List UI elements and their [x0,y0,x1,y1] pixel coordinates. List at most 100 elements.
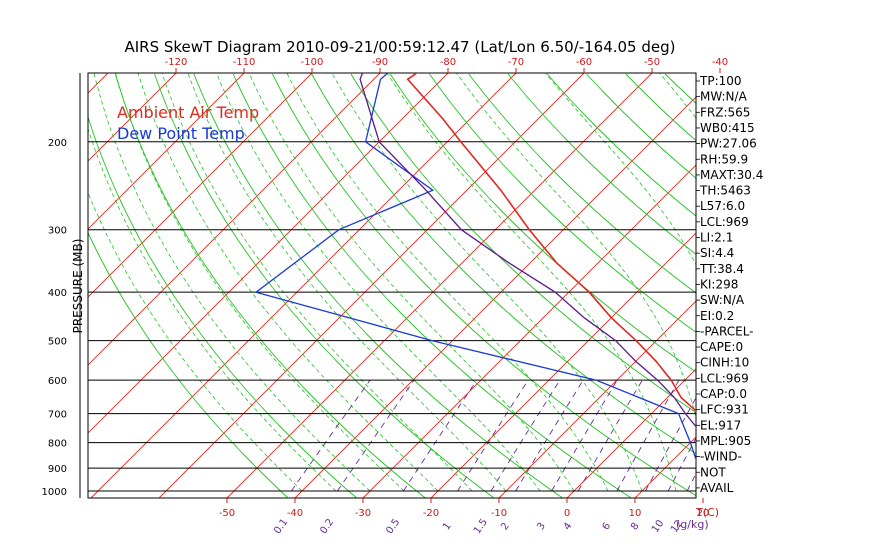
stability-index-label: -WIND- [700,450,742,464]
mixing-ratio-tick-label: 1.5 [472,517,490,536]
top-temp-tick-label: -70 [508,57,524,68]
bottom-temp-tick-label: -40 [287,508,303,519]
dry-adiabat-line [744,74,870,498]
stability-index-label: LCL:969 [700,371,749,385]
isotherm-line [88,73,177,162]
moist-adiabat-line [544,73,696,266]
mixing-ratio-tick-label: 1 [441,521,454,533]
moist-adiabat-line [216,73,541,492]
stability-index-label: TH:5463 [699,184,751,198]
chart-title: AIRS SkewT Diagram 2010-09-21/00:59:12.4… [124,38,675,56]
top-temp-tick-label: -110 [233,57,256,68]
dry-adiabat-line [88,115,357,498]
top-temp-tick-label: -60 [576,57,592,68]
bottom-temp-tick-label: -30 [355,508,371,519]
mixing-ratio-line [667,437,696,492]
top-temp-tick-label: -100 [301,57,324,68]
plot-frame [87,72,697,499]
pressure-tick-label: 800 [48,439,67,450]
isotherm-line [88,73,313,298]
ambient-air-temp-line [406,73,696,412]
mixing-ratio-tick-label: 0.1 [272,517,290,536]
legend-dew-point-temp: Dew Point Temp [117,124,245,143]
dry-adiabat-line [350,73,696,413]
moist-adiabat-line [187,73,507,492]
mixing-ratio-line [788,380,840,491]
stability-index-label: -PARCEL- [700,324,754,338]
bottom-temp-tick-label: 0 [564,508,570,519]
isotherm-line [566,368,696,498]
moist-adiabat-line [846,0,870,491]
stability-index-label: TT:38.4 [699,262,744,276]
dry-adiabat-line [507,73,696,255]
dry-adiabat-line [232,73,632,498]
dry-adiabat-line [546,73,696,217]
stability-index-label: FRZ:565 [700,105,750,119]
stability-index-label: LFC:931 [700,403,749,417]
stability-index-label: LI:2.1 [700,231,733,245]
mixing-ratio-tick-label: 0.5 [384,517,402,536]
stability-index-label: MAXT:30.4 [700,168,763,182]
isotherm-line [498,300,696,498]
stability-index-label: SI:4.4 [700,246,734,260]
isotherm-line [226,73,653,498]
mixing-ratio-tick-label: 10 [650,518,666,535]
stability-index-label: PW:27.06 [700,137,757,151]
moist-adiabat-line [733,0,828,491]
dry-adiabat-line [468,73,696,294]
isotherm-line [88,73,245,230]
moist-adiabat-line [93,73,371,492]
stability-index-label: MPL:905 [700,434,751,448]
mixing-ratio-tick-label: 3 [535,521,548,533]
dry-adiabat-line [783,74,870,498]
stability-index-label: EL:917 [700,418,741,432]
stability-index-label: MW:N/A [700,90,748,104]
isotherm-line [88,73,449,434]
bottom-temp-tick-label: 20 [697,508,710,519]
isotherm-line [362,164,696,498]
stability-index-label: CINH:10 [700,356,749,370]
mixing-ratio-line [337,379,415,492]
legend-ambient-air-temp: Ambient Air Temp [117,103,259,122]
dry-adiabat-line [272,73,696,497]
background-grid [0,0,870,498]
stability-index-label: KI:298 [700,277,738,291]
dry-adiabat-line [114,73,426,498]
dry-adiabat-line [822,74,870,498]
sounding-curves [254,73,696,462]
moist-adiabat-line [658,73,696,119]
dry-adiabat-line [154,73,495,498]
pressure-tick-label: 500 [48,337,67,348]
mixing-ratio-line [767,380,820,491]
temperature-unit-label: T(C) [695,506,719,519]
legend: Ambient Air Temp Dew Point Temp [117,103,259,143]
isotherm-line [0,73,40,498]
mixing-ratio-line [686,472,696,492]
moist-adiabat-line [331,73,643,492]
moist-adiabat-line [115,73,405,492]
pressure-tick-label: 400 [48,288,67,299]
isotherm-line [90,73,517,498]
mixing-ratio-line [821,380,870,491]
pressure-tick-label: 1000 [42,487,67,498]
mixing-ratio-line [616,379,680,492]
pressure-axis-title: PRESSURE (MB) [71,239,85,334]
pressure-tick-label: 200 [48,138,67,149]
moist-adiabat-line [455,73,696,419]
stability-index-label: CAPE:0 [700,340,743,354]
mixing-ratio-tick-label: 0.2 [318,517,336,536]
dry-adiabat-line [88,231,289,498]
mixing-ratio-tick-label: 8 [629,521,642,533]
top-temp-tick-label: -50 [644,57,660,68]
isotherm-line [771,73,870,498]
moist-adiabat-line [137,73,439,492]
top-temp-tick-label: -120 [165,57,188,68]
bottom-temp-tick-label: -20 [423,508,439,519]
moist-adiabat-line [88,127,337,492]
bottom-temp-tick-label: -50 [219,508,235,519]
moist-adiabat-line [161,73,473,492]
pressure-tick-label: 600 [48,376,67,387]
axes [79,72,697,499]
stability-index-label: TP:100 [699,74,742,88]
